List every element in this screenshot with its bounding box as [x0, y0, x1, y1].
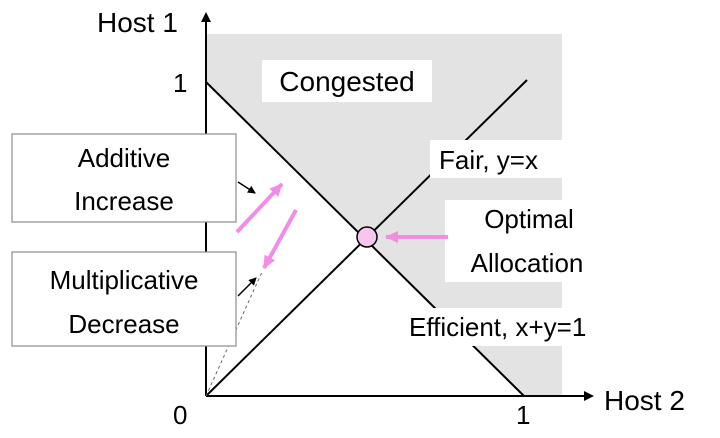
- optimal-label-line1: Optimal: [484, 204, 574, 234]
- optimal-point: [356, 226, 378, 248]
- congested-label-box: [262, 60, 432, 102]
- congested-region: [206, 34, 562, 396]
- y-tick-1-label: 1: [173, 68, 187, 98]
- fair-line-label: Fair, y=x: [439, 145, 538, 175]
- additive-increase-box: [11, 133, 237, 223]
- multiplicative-decrease-box: [11, 251, 237, 347]
- additive-pointer: [237, 181, 256, 194]
- multiplicative-decrease-line1: Multiplicative: [50, 265, 199, 295]
- additive-increase-line1: Additive: [78, 143, 171, 173]
- x-axis-label: Host 2: [604, 385, 685, 416]
- origin-label: 0: [173, 400, 187, 430]
- y-axis-label: Host 1: [97, 7, 178, 38]
- congested-label: Congested: [279, 66, 414, 97]
- x-tick-1-label: 1: [516, 400, 530, 430]
- multiplicative-decrease-line2: Decrease: [68, 309, 179, 339]
- optimal-label-line2: Allocation: [471, 248, 584, 278]
- optimal-label-box: [445, 200, 610, 282]
- multiplicative-pointer: [237, 277, 257, 297]
- additive-increase-arrow: [235, 182, 284, 234]
- fair-label-box: [430, 140, 562, 178]
- additive-increase-line2: Increase: [74, 186, 174, 216]
- efficient-line-label: Efficient, x+y=1: [409, 312, 586, 342]
- efficient-label-box: [404, 308, 632, 346]
- multiplicative-decrease-arrow: [262, 209, 298, 269]
